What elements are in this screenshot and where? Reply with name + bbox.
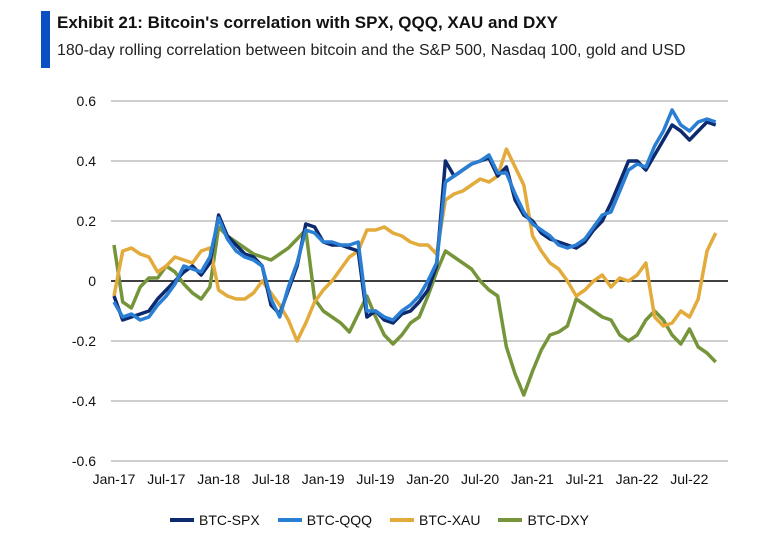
x-tick-label: Jul-20 bbox=[461, 471, 499, 487]
legend-item-spx: BTC-SPX bbox=[170, 512, 260, 528]
x-tick-label: Jan-19 bbox=[302, 471, 345, 487]
legend-swatch bbox=[390, 518, 415, 522]
legend-item-qqq: BTC-QQQ bbox=[277, 512, 373, 528]
x-tick-label: Jan-22 bbox=[616, 471, 659, 487]
legend-label: BTC-QQQ bbox=[306, 512, 373, 528]
series-line-btc-xau bbox=[112, 147, 718, 343]
x-tick-label: Jul-18 bbox=[252, 471, 290, 487]
x-tick-label: Jul-17 bbox=[147, 471, 185, 487]
y-tick-label: -0.6 bbox=[72, 453, 96, 469]
y-tick-label: 0.4 bbox=[77, 153, 97, 169]
series-line-btc-dxy bbox=[112, 225, 717, 397]
x-tick-label: Jan-17 bbox=[93, 471, 136, 487]
y-tick-label: -0.4 bbox=[72, 393, 96, 409]
y-tick-label: 0.6 bbox=[77, 93, 97, 109]
x-tick-label: Jan-21 bbox=[511, 471, 554, 487]
legend: BTC-SPX BTC-QQQ BTC-XAU BTC-DXY bbox=[170, 512, 589, 528]
series-line-btc-qqq bbox=[112, 108, 717, 322]
legend-item-dxy: BTC-DXY bbox=[498, 512, 589, 528]
title-accent-bar bbox=[41, 11, 50, 68]
legend-label: BTC-XAU bbox=[419, 512, 481, 528]
x-tick-label: Jul-19 bbox=[356, 471, 394, 487]
x-tick-label: Jul-21 bbox=[566, 471, 604, 487]
chart-title: Exhibit 21: Bitcoin's correlation with S… bbox=[57, 13, 558, 32]
x-tick-label: Jan-20 bbox=[406, 471, 449, 487]
legend-label: BTC-DXY bbox=[527, 512, 589, 528]
legend-swatch bbox=[277, 518, 302, 522]
x-tick-label: Jul-22 bbox=[670, 471, 708, 487]
x-tick-label: Jan-18 bbox=[197, 471, 240, 487]
chart-subtitle: 180-day rolling correlation between bitc… bbox=[57, 42, 686, 59]
y-tick-label: -0.2 bbox=[72, 333, 96, 349]
y-tick-label: 0.2 bbox=[77, 213, 97, 229]
legend-swatch bbox=[170, 518, 194, 522]
y-tick-label: 0 bbox=[88, 273, 96, 289]
legend-swatch bbox=[498, 518, 523, 522]
legend-label: BTC-SPX bbox=[199, 512, 260, 528]
legend-item-xau: BTC-XAU bbox=[390, 512, 480, 528]
